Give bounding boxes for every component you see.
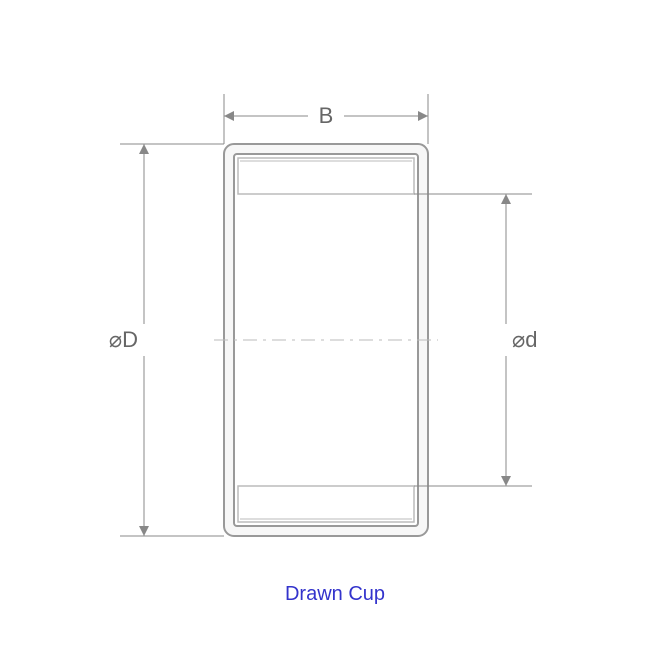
drawn-cup-outline	[214, 144, 438, 536]
technical-drawing: B ⌀D ⌀d Drawn Cup	[0, 0, 670, 670]
dimension-label-d-outer: ⌀D	[109, 327, 138, 352]
dimension-label-d-inner: ⌀d	[512, 327, 537, 352]
figure-caption: Drawn Cup	[285, 583, 385, 605]
dimension-label-b: B	[319, 103, 334, 128]
